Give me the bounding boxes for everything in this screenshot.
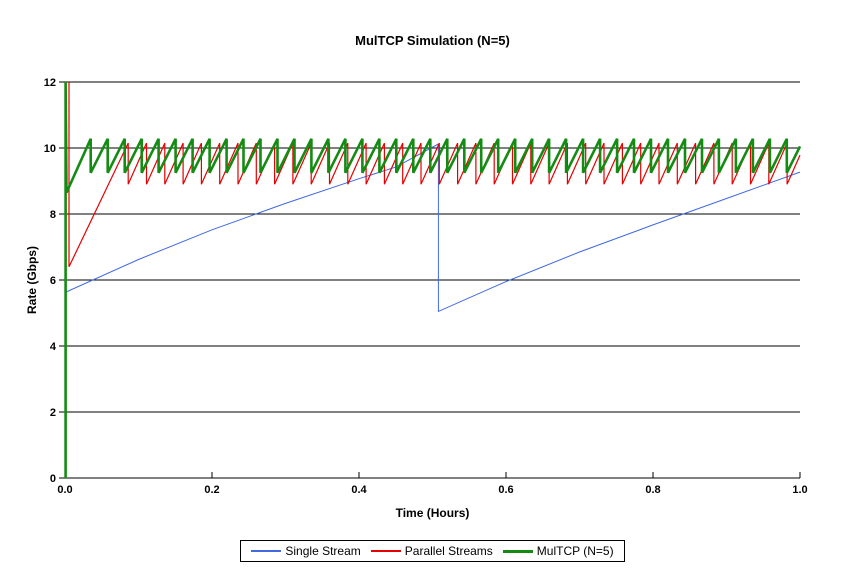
y-tick-label: 4 <box>50 341 57 353</box>
legend-item-parallel-streams: Parallel Streams <box>370 544 493 558</box>
y-tick-label: 0 <box>50 473 56 485</box>
legend-row: Single Stream Parallel Streams MulTCP (N=5… <box>65 540 800 562</box>
y-tick-label: 6 <box>50 275 56 287</box>
y-tick-label: 10 <box>44 143 56 155</box>
x-tick-label: 0.8 <box>645 484 660 496</box>
legend-label-multcp-n5: MulTCP (N=5) <box>536 544 614 558</box>
legend-item-single-stream: Single Stream <box>251 544 361 558</box>
y-tick-label: 2 <box>50 407 56 419</box>
series-line-parallel-streams <box>68 82 801 268</box>
legend-label-single-stream: Single Stream <box>285 544 361 558</box>
y-axis-title-text: Rate (Gbps) <box>25 245 39 315</box>
x-tick-label: 1.0 <box>792 484 807 496</box>
y-tick-label: 12 <box>44 77 56 89</box>
x-tick-label: 0.6 <box>498 484 513 496</box>
x-tick-label: 0.0 <box>57 484 72 496</box>
legend-label-parallel-streams: Parallel Streams <box>404 544 493 558</box>
legend: Single Stream Parallel Streams MulTCP (N=5… <box>240 540 625 562</box>
y-tick-label: 8 <box>50 209 56 221</box>
legend-line-sample-single-stream <box>251 550 282 552</box>
x-tick-label: 0.2 <box>204 484 219 496</box>
legend-line-sample-parallel-streams <box>370 550 401 552</box>
legend-line-sample-multcp-n5 <box>502 549 533 553</box>
x-axis-title: Time (Hours) <box>395 506 470 520</box>
chart-title: MulTCP Simulation (N=5) <box>355 33 510 48</box>
legend-item-multcp-n5: MulTCP (N=5) <box>502 544 614 558</box>
x-tick-label: 0.4 <box>351 484 367 496</box>
series-line-multcp-n5 <box>64 81 802 478</box>
